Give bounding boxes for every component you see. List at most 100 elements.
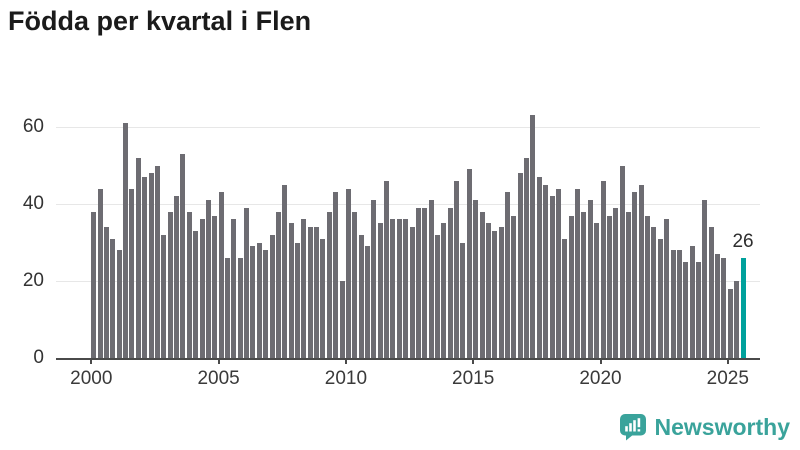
bar-2020-Q2 bbox=[606, 215, 612, 358]
bar-2005-Q2 bbox=[224, 257, 230, 358]
bar-2008-Q1 bbox=[294, 242, 300, 358]
newsworthy-logo[interactable]: Newsworthy bbox=[619, 413, 790, 441]
y-axis-label-40: 40 bbox=[22, 193, 44, 214]
bar-2016-Q3 bbox=[511, 215, 517, 358]
bar-2025-Q1 bbox=[727, 288, 733, 358]
bar-2023-Q3 bbox=[689, 246, 695, 358]
bar-2008-Q2 bbox=[301, 219, 307, 358]
x-axis-label-2000: 2000 bbox=[70, 368, 113, 389]
x-axis-label-2025: 2025 bbox=[706, 368, 749, 389]
bar-2019-Q4 bbox=[594, 223, 600, 358]
bar-2018-Q2 bbox=[555, 188, 561, 358]
bar-2002-Q4 bbox=[161, 234, 167, 358]
bar-value-label: 26 bbox=[732, 230, 754, 252]
x-axis-label-2015: 2015 bbox=[452, 368, 495, 389]
bar-2014-Q2 bbox=[454, 180, 460, 358]
bar-2011-Q1 bbox=[371, 200, 377, 358]
page-title: Födda per kvartal i Flen bbox=[8, 6, 312, 36]
bar-2019-Q3 bbox=[587, 200, 593, 358]
bar-2018-Q1 bbox=[549, 196, 555, 358]
bar-2005-Q3 bbox=[231, 219, 237, 358]
bar-2021-Q4 bbox=[645, 215, 651, 358]
x-axis-tick-2020 bbox=[599, 359, 602, 364]
bar-2021-Q3 bbox=[638, 184, 644, 358]
x-axis-tick-2025 bbox=[726, 359, 729, 364]
bar-2001-Q1 bbox=[116, 250, 122, 358]
bar-2014-Q3 bbox=[460, 242, 466, 358]
bar-2020-Q1 bbox=[600, 180, 606, 358]
bar-2016-Q2 bbox=[505, 192, 511, 358]
bar-2004-Q2 bbox=[199, 219, 205, 358]
bar-2002-Q1 bbox=[142, 177, 148, 358]
bar-2006-Q3 bbox=[256, 242, 262, 358]
bar-2010-Q2 bbox=[352, 211, 358, 358]
bar-2021-Q1 bbox=[625, 211, 631, 358]
bar-2000-Q2 bbox=[97, 188, 103, 358]
bar-2024-Q2 bbox=[708, 227, 714, 358]
bar-2012-Q1 bbox=[396, 219, 402, 358]
bar-2009-Q1 bbox=[320, 238, 326, 358]
bar-2003-Q3 bbox=[180, 153, 186, 358]
bar-2015-Q1 bbox=[473, 200, 479, 358]
gridline-y-60 bbox=[56, 126, 760, 128]
bar-2002-Q3 bbox=[154, 165, 160, 358]
bar-2010-Q4 bbox=[364, 246, 370, 358]
y-axis-label-20: 20 bbox=[22, 270, 44, 291]
bar-2013-Q2 bbox=[428, 200, 434, 358]
bar-2011-Q2 bbox=[377, 223, 383, 358]
bar-2001-Q3 bbox=[129, 188, 135, 358]
bar-2014-Q1 bbox=[447, 207, 453, 358]
bar-2009-Q2 bbox=[326, 211, 332, 358]
bar-2024-Q3 bbox=[715, 254, 721, 358]
bar-2022-Q4 bbox=[670, 250, 676, 358]
y-axis-label-60: 60 bbox=[22, 116, 44, 137]
bar-2024-Q1 bbox=[702, 200, 708, 358]
bar-2025-Q2 bbox=[734, 281, 740, 358]
bar-2003-Q4 bbox=[186, 211, 192, 358]
bar-2012-Q2 bbox=[403, 219, 409, 358]
bar-2009-Q3 bbox=[333, 192, 339, 358]
bar-2014-Q4 bbox=[466, 169, 472, 358]
y-axis-label-0: 0 bbox=[33, 347, 44, 368]
bar-2005-Q4 bbox=[237, 257, 243, 358]
newsworthy-bars-icon bbox=[619, 413, 647, 441]
bar-2010-Q3 bbox=[358, 234, 364, 358]
bar-2005-Q1 bbox=[218, 192, 224, 358]
bar-2016-Q4 bbox=[517, 173, 523, 358]
bar-2017-Q1 bbox=[524, 157, 530, 358]
bar-2004-Q3 bbox=[205, 200, 211, 358]
bar-2015-Q4 bbox=[492, 230, 498, 358]
bar-2023-Q1 bbox=[676, 250, 682, 358]
bar-2019-Q2 bbox=[581, 211, 587, 358]
bar-2023-Q4 bbox=[695, 261, 701, 358]
bar-2016-Q1 bbox=[498, 227, 504, 358]
bar-2007-Q3 bbox=[282, 184, 288, 358]
bar-2022-Q3 bbox=[664, 219, 670, 358]
bar-2001-Q4 bbox=[135, 157, 141, 358]
newsworthy-wordmark: Newsworthy bbox=[654, 413, 790, 440]
bar-2024-Q4 bbox=[721, 257, 727, 358]
bar-2002-Q2 bbox=[148, 173, 154, 358]
bar-2021-Q2 bbox=[632, 192, 638, 358]
bar-2013-Q4 bbox=[441, 223, 447, 358]
bar-2020-Q3 bbox=[613, 207, 619, 358]
bar-2003-Q2 bbox=[174, 196, 180, 358]
bar-2003-Q1 bbox=[167, 211, 173, 358]
bar-2007-Q2 bbox=[275, 211, 281, 358]
bar-2000-Q3 bbox=[104, 227, 110, 358]
bar-2017-Q3 bbox=[536, 177, 542, 358]
highlighted-bar-2025-Q3 bbox=[740, 257, 746, 358]
bar-2020-Q4 bbox=[619, 165, 625, 358]
x-axis-label-2005: 2005 bbox=[197, 368, 240, 389]
chart-plot-area bbox=[56, 115, 760, 360]
bar-2000-Q1 bbox=[91, 211, 97, 358]
bar-2015-Q3 bbox=[485, 223, 491, 358]
bar-2018-Q3 bbox=[562, 238, 568, 358]
x-axis-tick-2010 bbox=[344, 359, 347, 364]
bar-2006-Q2 bbox=[250, 246, 256, 358]
bar-2006-Q1 bbox=[244, 207, 250, 358]
bar-2023-Q2 bbox=[683, 261, 689, 358]
bar-2008-Q4 bbox=[314, 227, 320, 358]
bar-2017-Q4 bbox=[543, 184, 549, 358]
x-axis-tick-2005 bbox=[217, 359, 220, 364]
